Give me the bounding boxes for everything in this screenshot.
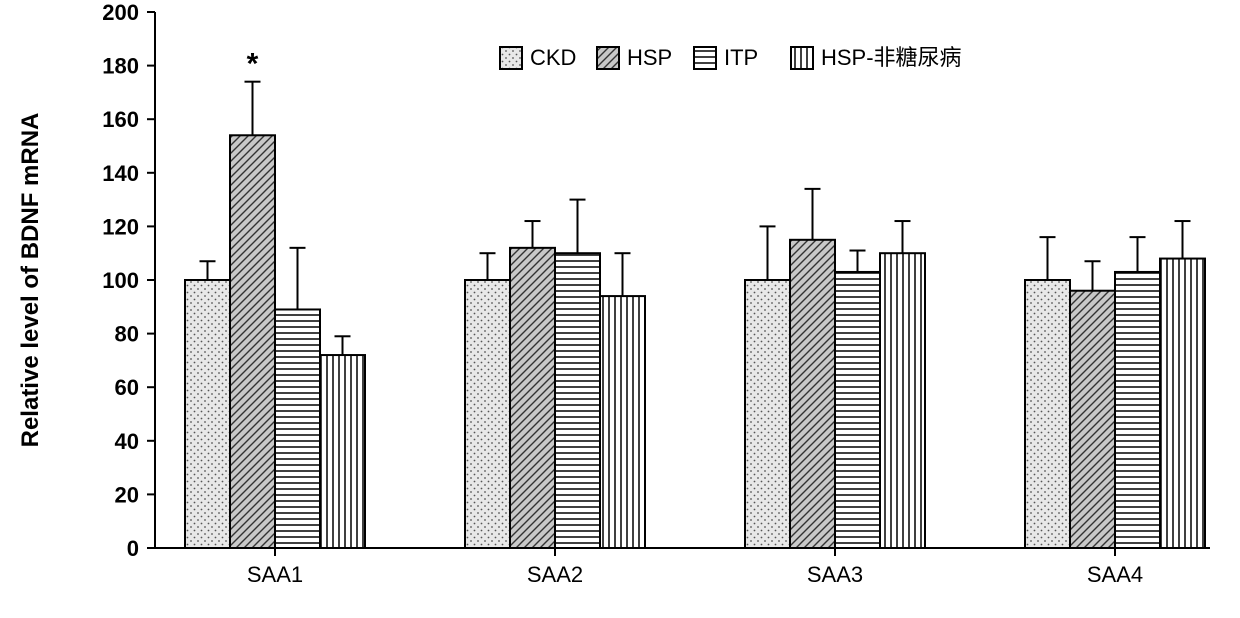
x-category-label: SAA4 — [1087, 562, 1143, 587]
y-tick-label: 200 — [102, 0, 139, 25]
y-tick-label: 140 — [102, 161, 139, 186]
y-tick-label: 0 — [127, 536, 139, 561]
chart-container: 0 20 40 60 80 100 120 140 160 180 200 Relative leve… — [0, 0, 1240, 618]
bar-HSPN — [880, 253, 925, 548]
bar-ITP — [835, 272, 880, 548]
y-tick-label: 40 — [115, 429, 139, 454]
bar-CKD — [465, 280, 510, 548]
bar-HSP — [510, 248, 555, 548]
bar-CKD — [185, 280, 230, 548]
legend-swatch-ITP — [694, 47, 716, 69]
significance-marker: * — [247, 48, 259, 81]
bar-HSP — [790, 240, 835, 548]
bar-CKD — [745, 280, 790, 548]
y-tick-label: 60 — [115, 375, 139, 400]
bar-HSPN — [320, 355, 365, 548]
bar-HSP — [1070, 291, 1115, 548]
y-tick-label: 120 — [102, 214, 139, 239]
y-tick-label: 180 — [102, 54, 139, 79]
bar-ITP — [1115, 272, 1160, 548]
bar-HSPN — [1160, 259, 1205, 548]
y-axis-label: Relative level of BDNF mRNA — [17, 113, 44, 448]
x-category-label: SAA3 — [807, 562, 863, 587]
y-tick-label: 100 — [102, 268, 139, 293]
legend-label-HSPN: HSP-非糖尿病 — [821, 45, 962, 70]
x-category-label: SAA2 — [527, 562, 583, 587]
y-tick-label: 20 — [115, 482, 139, 507]
y-tick-label: 80 — [115, 322, 139, 347]
bar-CKD — [1025, 280, 1070, 548]
legend-swatch-CKD — [500, 47, 522, 69]
bar-HSP — [230, 135, 275, 548]
legend-swatch-HSP — [597, 47, 619, 69]
bar-chart: 0 20 40 60 80 100 120 140 160 180 200 Relative leve… — [0, 0, 1240, 618]
legend-label-ITP: ITP — [724, 45, 758, 70]
legend-label-HSP: HSP — [627, 45, 672, 70]
legend-label-CKD: CKD — [530, 45, 576, 70]
bar-HSPN — [600, 296, 645, 548]
bar-ITP — [555, 253, 600, 548]
legend-swatch-HSPN — [791, 47, 813, 69]
y-tick-label: 160 — [102, 107, 139, 132]
bar-ITP — [275, 309, 320, 548]
x-category-label: SAA1 — [247, 562, 303, 587]
